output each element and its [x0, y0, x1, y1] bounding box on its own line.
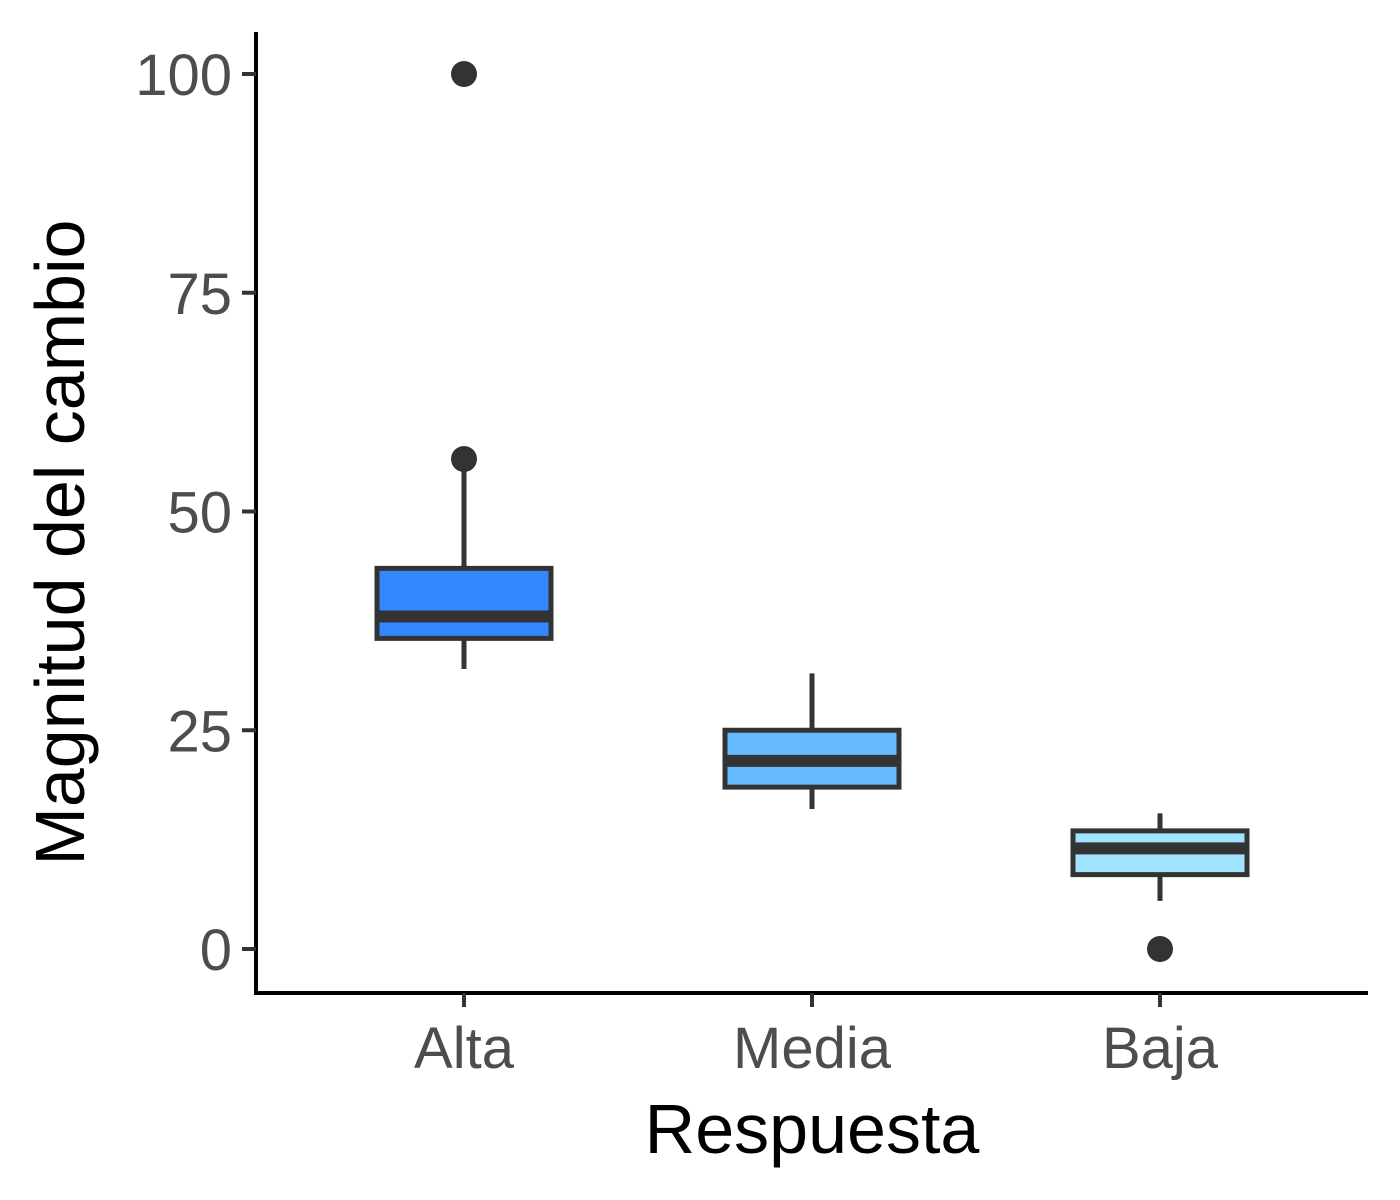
x-tick-label-media: Media: [733, 1016, 892, 1081]
x-axis-title: Respuesta: [645, 1090, 980, 1168]
x-tick-label-alta: Alta: [414, 1016, 515, 1081]
y-axis-ticks: 0 25 50 75 100: [135, 43, 256, 983]
box-iqr: [374, 565, 554, 641]
outlier-point: [451, 446, 477, 472]
box-media: [722, 673, 902, 809]
y-tick-label: 100: [135, 43, 232, 108]
outlier-point: [451, 61, 477, 87]
y-tick-label: 25: [167, 699, 232, 764]
y-axis-title: Magnitud del cambio: [21, 220, 99, 866]
plot-area: [374, 61, 1250, 962]
y-tick-label: 75: [167, 262, 232, 327]
y-tick-label: 50: [167, 481, 232, 546]
box-baja: [1070, 813, 1250, 962]
x-tick-label-baja: Baja: [1102, 1016, 1219, 1081]
outlier-point: [1147, 936, 1173, 962]
x-axis-ticks: Alta Media Baja: [414, 993, 1219, 1081]
y-tick-label: 0: [200, 918, 232, 983]
box-alta: [374, 61, 554, 669]
